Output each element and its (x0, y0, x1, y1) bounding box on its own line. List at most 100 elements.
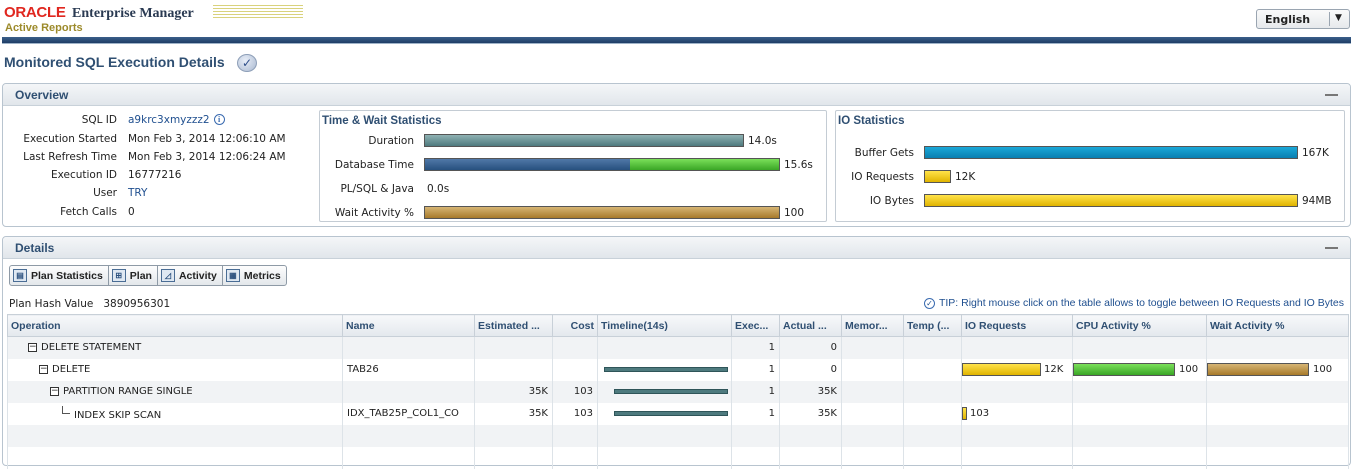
collapse-icon[interactable] (1325, 94, 1338, 96)
operation-cell: − DELETE (7, 358, 343, 381)
io-requests-cell (961, 336, 1073, 359)
overview-title: Overview (15, 88, 69, 102)
io-requests-cell: 103 (961, 402, 1073, 425)
plsql-value: 0.0s (427, 183, 450, 195)
execution-id-value: 16777216 (128, 169, 182, 181)
details-header: Details (3, 237, 1350, 259)
time-wait-box: Time & Wait Statistics Duration 14.0s Da… (319, 110, 827, 222)
tab-plan-statistics[interactable]: ▤ Plan Statistics (9, 265, 109, 286)
col-cpu-activity[interactable]: CPU Activity % (1072, 314, 1207, 337)
collapse-icon[interactable] (1325, 247, 1338, 249)
col-temp[interactable]: Temp (... (903, 314, 962, 337)
wait-activity-bar[interactable] (424, 206, 780, 219)
chevron-down-icon: ▼ (1335, 13, 1342, 23)
col-memory[interactable]: Memor... (841, 314, 904, 337)
buffer-gets-value: 167K (1302, 147, 1329, 159)
memory-cell (841, 380, 904, 403)
details-tabs: ▤ Plan Statistics ⊞ Plan ◿ Activity ▦ Metric… (9, 265, 287, 286)
info-icon[interactable]: i (213, 114, 225, 125)
last-refresh-value: Mon Feb 3, 2014 12:06:24 AM (128, 151, 286, 163)
col-io-requests[interactable]: IO Requests (961, 314, 1073, 337)
io-requests-cell (961, 380, 1073, 403)
fetch-calls-value: 0 (128, 206, 135, 218)
table-row[interactable]: − PARTITION RANGE SINGLE 35K 103 1 35K (7, 380, 1349, 403)
duration-bar[interactable] (424, 134, 744, 147)
page-title: Monitored SQL Execution Details (4, 54, 225, 70)
db-time-wait-segment (630, 159, 779, 170)
io-requests-bar[interactable] (924, 170, 951, 183)
name-cell: TAB26 (342, 358, 475, 381)
tip-text: ✓ TIP: Right mouse click on the table all… (923, 297, 1344, 309)
collapse-node-icon[interactable]: − (28, 341, 37, 352)
col-timeline[interactable]: Timeline(14s) (597, 314, 732, 337)
checkmark-icon: ✓ (237, 54, 257, 72)
wait-activity-cell: 100 (1206, 358, 1349, 381)
table-row[interactable]: − DELETE STATEMENT 1 0 (7, 336, 1349, 359)
io-requests-bar[interactable] (962, 406, 967, 420)
timeline-bar[interactable] (614, 410, 728, 416)
col-name[interactable]: Name (342, 314, 475, 337)
plan-table[interactable]: Operation Name Estimated ... Cost Timeli… (7, 314, 1349, 469)
duration-label: Duration (368, 135, 414, 147)
user-link[interactable]: TRY (128, 187, 148, 199)
cpu-activity-bar[interactable] (1073, 362, 1175, 376)
app-header: ORACLE Enterprise Manager Active Reports… (0, 0, 1361, 46)
tab-plan[interactable]: ⊞ Plan (107, 265, 158, 286)
timeline-bar[interactable] (614, 388, 728, 394)
plan-hash: Plan Hash Value 3890956301 (9, 298, 170, 310)
info-user: User (93, 187, 117, 199)
tab-metrics[interactable]: ▦ Metrics (221, 265, 287, 286)
io-stats-box: IO Statistics Buffer Gets 167K IO Reques… (835, 110, 1345, 222)
tree-connector (62, 406, 70, 414)
temp-cell (903, 402, 962, 425)
memory-cell (841, 402, 904, 425)
table-header-row: Operation Name Estimated ... Cost Timeli… (7, 314, 1349, 337)
cpu-activity-cell (1072, 336, 1207, 359)
table-row[interactable]: INDEX SKIP SCAN IDX_TAB25P_COL1_CO 35K 1… (7, 402, 1349, 425)
time-wait-title: Time & Wait Statistics (322, 115, 442, 127)
collapse-node-icon[interactable]: − (50, 385, 59, 396)
sql-id-link[interactable]: a9krc3xmyzzz2 i (128, 114, 225, 126)
col-estimated[interactable]: Estimated ... (474, 314, 553, 337)
estimated-cell: 35K (474, 402, 553, 425)
cpu-activity-cell: 100 (1072, 358, 1207, 381)
details-title: Details (15, 241, 55, 255)
wait-activity-cell (1206, 380, 1349, 403)
col-operation[interactable]: Operation (7, 314, 343, 337)
col-executions[interactable]: Exec... (731, 314, 780, 337)
wait-activity-cell (1206, 402, 1349, 425)
info-execution-started: Execution Started (23, 133, 117, 145)
tab-activity[interactable]: ◿ Activity (156, 265, 223, 286)
executions-cell: 1 (731, 336, 780, 359)
buffer-gets-bar[interactable] (924, 146, 1298, 159)
estimated-cell (474, 336, 553, 359)
col-actual[interactable]: Actual ... (779, 314, 842, 337)
wait-activity-label: Wait Activity % (334, 207, 414, 219)
wait-activity-value: 100 (784, 207, 805, 219)
cost-cell: 103 (552, 402, 598, 425)
wait-activity-bar[interactable] (1207, 362, 1309, 376)
actual-cell: 35K (779, 402, 842, 425)
col-wait-activity[interactable]: Wait Activity % (1206, 314, 1349, 337)
io-requests-value: 12K (1044, 363, 1064, 375)
language-label: English (1265, 13, 1311, 26)
io-bytes-bar[interactable] (924, 194, 1298, 207)
io-requests-bar[interactable] (962, 362, 1041, 376)
timeline-bar[interactable] (604, 366, 728, 372)
col-cost[interactable]: Cost (552, 314, 598, 337)
operation-cell: INDEX SKIP SCAN (7, 402, 343, 425)
io-stats-title: IO Statistics (838, 115, 905, 127)
duration-value: 14.0s (748, 135, 777, 147)
collapse-node-icon[interactable]: − (39, 363, 48, 374)
metrics-icon: ▦ (225, 269, 240, 282)
table-row[interactable]: − DELETE TAB26 1 0 12K 100 (7, 358, 1349, 381)
chart-icon: ◿ (160, 269, 175, 282)
cpu-activity-cell (1072, 380, 1207, 403)
language-select[interactable]: English ▼ (1256, 9, 1350, 29)
db-time-bar[interactable] (424, 158, 780, 171)
plan-hash-value: 3890956301 (103, 298, 171, 310)
temp-cell (903, 336, 962, 359)
execution-started-value: Mon Feb 3, 2014 12:06:10 AM (128, 133, 286, 145)
timeline-cell (597, 380, 732, 403)
info-execution-id: Execution ID (50, 169, 117, 181)
